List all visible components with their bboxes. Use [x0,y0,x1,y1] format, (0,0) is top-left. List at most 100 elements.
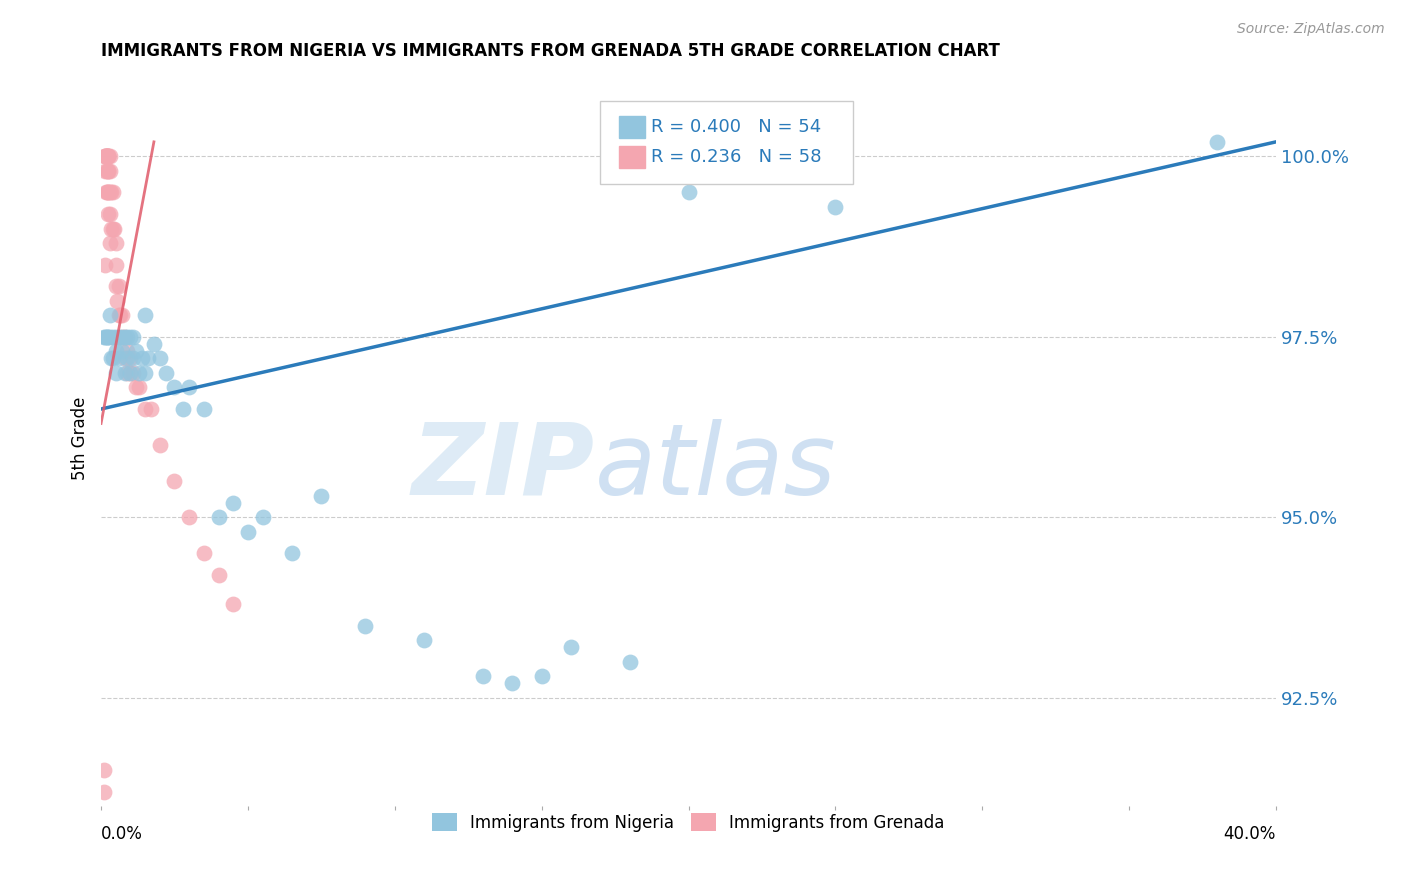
Point [163,474,186,488]
Point [560,640,582,655]
Point [125,344,148,359]
Point [120,330,142,344]
Point [193,546,215,560]
Point [149,351,172,366]
Point [281,546,304,560]
Text: R = 0.400   N = 54: R = 0.400 N = 54 [651,118,821,136]
Point [222,597,245,611]
Point [104,279,127,293]
Point [107,308,129,322]
Point [125,380,148,394]
Point [134,308,156,322]
Point [114,330,136,344]
Bar [619,145,645,168]
Point [97,149,120,163]
Point [97,207,120,221]
Point [619,655,641,669]
Point [100,186,122,200]
Point [110,330,132,344]
Point [117,344,139,359]
Bar [619,116,645,138]
Legend: Immigrants from Nigeria, Immigrants from Grenada: Immigrants from Nigeria, Immigrants from… [426,807,952,838]
Point [149,438,172,452]
Point [96,330,118,344]
Point [134,402,156,417]
Point [94,149,117,163]
Point [120,366,142,380]
Point [93,763,115,777]
Point [179,380,201,394]
Point [96,163,118,178]
Point [96,186,118,200]
Point [122,366,145,380]
Point [128,366,150,380]
Y-axis label: 5th Grade: 5th Grade [72,396,89,480]
Point [207,510,229,524]
Point [136,351,159,366]
Point [97,163,120,178]
Point [100,351,122,366]
Point [98,149,121,163]
Point [98,235,121,250]
Point [94,330,117,344]
Point [120,351,142,366]
Point [114,330,136,344]
Point [824,200,846,214]
Point [94,149,117,163]
Text: R = 0.236   N = 58: R = 0.236 N = 58 [651,147,821,166]
Point [93,258,115,272]
Point [96,149,118,163]
Point [104,344,127,359]
Point [96,149,118,163]
Point [122,330,145,344]
Point [93,785,115,799]
Point [96,149,118,163]
Point [114,366,136,380]
Point [142,337,165,351]
Point [108,308,131,322]
Point [236,524,259,539]
Point [100,221,122,235]
Point [96,163,118,178]
Point [107,330,129,344]
Point [97,186,120,200]
Point [117,366,139,380]
Text: Source: ZipAtlas.com: Source: ZipAtlas.com [1237,22,1385,37]
Point [93,330,115,344]
Point [114,351,136,366]
Point [97,149,120,163]
Point [134,366,156,380]
Point [222,496,245,510]
Point [96,186,118,200]
Point [117,351,139,366]
Point [354,618,377,632]
Point [104,258,127,272]
Point [98,207,121,221]
Point [107,279,129,293]
Point [311,489,333,503]
Point [96,186,118,200]
Point [98,330,121,344]
Point [107,351,129,366]
Point [413,633,436,648]
Point [193,402,215,417]
Point [104,330,127,344]
Point [94,163,117,178]
Point [117,330,139,344]
Point [98,308,121,322]
Point [128,380,150,394]
Point [101,330,124,344]
Point [163,380,186,394]
Point [530,669,553,683]
Point [101,186,124,200]
Text: 0.0%: 0.0% [101,824,143,843]
Point [93,149,115,163]
Point [179,510,201,524]
Point [96,149,118,163]
Point [155,366,177,380]
Text: ZIP: ZIP [412,419,595,516]
Point [103,221,125,235]
Point [172,402,194,417]
Point [105,293,128,308]
Point [252,510,274,524]
